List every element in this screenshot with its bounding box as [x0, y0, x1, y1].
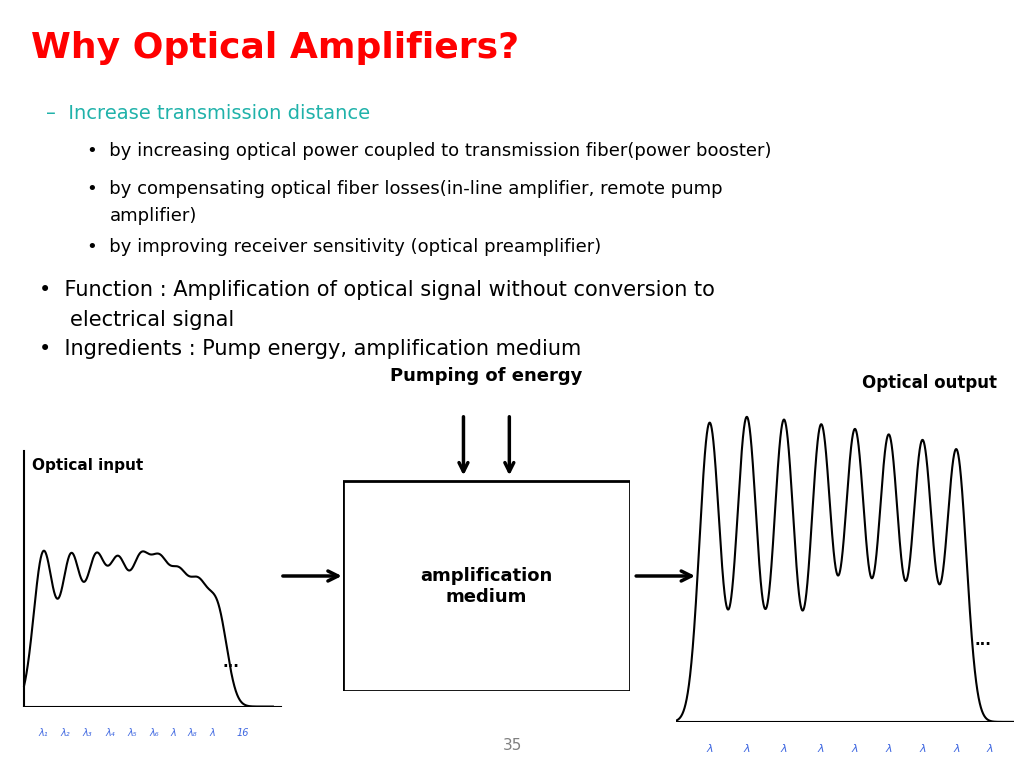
Text: λ: λ — [852, 743, 858, 753]
Text: amplifier): amplifier) — [110, 207, 197, 225]
Text: electrical signal: electrical signal — [70, 310, 233, 330]
Text: λ₁: λ₁ — [39, 728, 48, 739]
Text: –  Increase transmission distance: – Increase transmission distance — [46, 104, 371, 123]
Text: Pumping of energy: Pumping of energy — [390, 367, 583, 385]
Text: λ: λ — [209, 728, 215, 739]
Text: •  by compensating optical fiber losses(in-line amplifier, remote pump: • by compensating optical fiber losses(i… — [87, 180, 723, 198]
Text: 16: 16 — [237, 728, 249, 739]
Text: λ: λ — [780, 743, 787, 753]
Text: ...: ... — [975, 633, 992, 648]
Text: Why Optical Amplifiers?: Why Optical Amplifiers? — [31, 31, 519, 65]
Text: λ₃: λ₃ — [83, 728, 92, 739]
Text: λ: λ — [953, 743, 959, 753]
Text: λ₆: λ₆ — [150, 728, 159, 739]
Text: λ: λ — [920, 743, 926, 753]
Text: 35: 35 — [503, 737, 521, 753]
Text: •  by improving receiver sensitivity (optical preamplifier): • by improving receiver sensitivity (opt… — [87, 238, 601, 256]
Text: •  Function : Amplification of optical signal without conversion to: • Function : Amplification of optical si… — [39, 280, 715, 300]
Text: λ: λ — [707, 743, 713, 753]
Bar — [343, 481, 630, 691]
Text: Optical output: Optical output — [862, 374, 996, 392]
Text: Optical input: Optical input — [33, 458, 143, 474]
Text: λ: λ — [743, 743, 751, 753]
Text: λ: λ — [886, 743, 892, 753]
Text: λ: λ — [170, 728, 176, 739]
Text: λ₄: λ₄ — [105, 728, 115, 739]
Text: •  Ingredients : Pump energy, amplification medium: • Ingredients : Pump energy, amplificati… — [39, 339, 582, 359]
Text: λ: λ — [987, 743, 993, 753]
Text: λ₅: λ₅ — [127, 728, 136, 739]
Text: ...: ... — [223, 655, 240, 670]
Text: λ₂: λ₂ — [60, 728, 71, 739]
Text: λ: λ — [818, 743, 824, 753]
Text: amplification
medium: amplification medium — [420, 567, 553, 605]
Text: λ₈: λ₈ — [188, 728, 198, 739]
Text: •  by increasing optical power coupled to transmission fiber(power booster): • by increasing optical power coupled to… — [87, 142, 771, 160]
